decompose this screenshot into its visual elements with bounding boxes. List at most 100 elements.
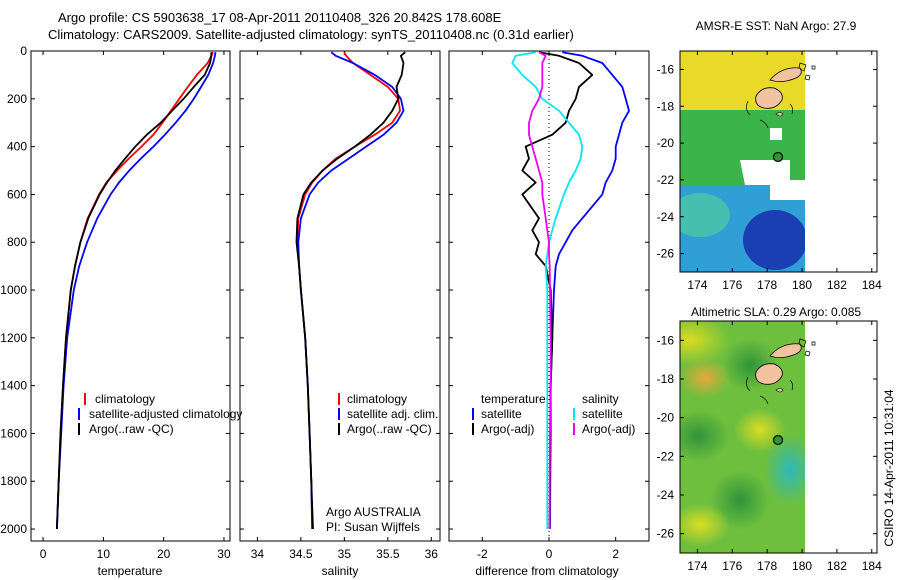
reef-outline — [746, 100, 794, 129]
map-y-tick-label: -26 — [657, 527, 675, 541]
sla-map-field — [680, 321, 805, 553]
map-x-tick-label: 178 — [757, 278, 777, 292]
legend-label: Argo(..raw -QC) — [89, 422, 174, 436]
islands-lau — [798, 338, 816, 357]
map-y-tick-label: -16 — [657, 333, 675, 347]
annotation-argo-australia: Argo AUSTRALIA — [326, 505, 421, 519]
map-y-tick-label: -18 — [657, 99, 675, 113]
y-tick-label: 1400 — [0, 379, 27, 393]
sst-land — [746, 62, 816, 129]
sla-yellow-blob — [680, 321, 730, 366]
x-tick-label: 2 — [612, 547, 619, 561]
y-tick-label: 1600 — [0, 426, 27, 440]
salinity-plot-frame — [239, 50, 441, 542]
legend-label: satellite — [481, 407, 522, 421]
temperature-xlabel: temperature — [98, 564, 163, 578]
salinity-plot: 34 34.5 35 35.5 36 — [240, 50, 440, 561]
sla-map-frame — [679, 320, 878, 554]
sla-yellow-blob — [680, 503, 730, 547]
legend-label: climatology — [95, 392, 155, 406]
island-small — [775, 112, 784, 117]
legend-group-temperature: temperature — [481, 392, 546, 406]
temperature-plot-frame — [30, 50, 231, 542]
x-tick-label: 34.5 — [289, 547, 313, 561]
sla-dark-blob — [680, 410, 730, 462]
legend-label: Argo(-adj) — [481, 422, 534, 436]
difference-plot: -2 0 2 — [449, 50, 649, 561]
temperature-legend: climatology satellite-adjusted climatolo… — [78, 392, 242, 436]
series-line-salinity-satellite — [511, 51, 584, 529]
reef-outline — [746, 376, 794, 405]
map-y-tick-label: -26 — [657, 247, 675, 261]
legend-label: satellite adj. clim. — [347, 407, 438, 421]
sla-land — [746, 338, 816, 405]
series-line-temperature-satellite — [549, 51, 630, 530]
map-x-tick-label: 174 — [687, 278, 707, 292]
series-line-temperature-argo-adj- — [521, 51, 594, 530]
islands-lau — [798, 62, 816, 81]
legend-label: Argo(-adj) — [582, 422, 635, 436]
sst-missing-cell — [770, 128, 782, 140]
map-y-tick-label: -16 — [657, 62, 675, 76]
x-tick-label: 10 — [97, 547, 111, 561]
sla-orange-blob — [680, 358, 731, 398]
series-line-argo-raw-qc- — [56, 52, 213, 530]
map-x-tick-label: 182 — [827, 278, 847, 292]
island-small — [775, 388, 784, 393]
map-y-tick-label: -22 — [657, 449, 675, 463]
sst-map-axes: 174 176 178 180 182 184 -16 -18 -20 -22 -24 -26 — [657, 51, 882, 292]
salinity-xlabel: salinity — [322, 564, 359, 578]
series-line-argo-raw-qc- — [295, 51, 406, 530]
map-y-tick-label: -24 — [657, 210, 675, 224]
map-x-tick-label: 184 — [862, 559, 882, 573]
series-line-satellite-adjusted-climatology — [56, 52, 217, 530]
y-tick-label: 1000 — [0, 283, 27, 297]
x-tick-label: 34 — [251, 547, 265, 561]
annotation-pi: PI: Susan Wijffels — [326, 520, 420, 534]
map-x-tick-label: 174 — [687, 559, 707, 573]
map-y-tick-label: -18 — [657, 372, 675, 386]
figure-title-line2: Climatology: CARS2009. Satellite-adjuste… — [48, 27, 574, 42]
sst-argo-marker — [772, 151, 784, 163]
sst-map-frame — [679, 50, 878, 273]
sla-cyan-blob — [764, 434, 805, 506]
x-tick-label: 35.5 — [376, 547, 400, 561]
island-viti-levu — [755, 87, 783, 109]
salinity-legend: climatology satellite adj. clim. Argo(..… — [326, 392, 438, 534]
map-x-tick-label: 182 — [827, 559, 847, 573]
map-y-tick-label: -22 — [657, 173, 675, 187]
x-tick-label: -2 — [477, 547, 488, 561]
series-line-satellite-adj-clim- — [297, 51, 405, 530]
island-vanua-levu — [769, 67, 802, 82]
series-line-salinity-argo-adj- — [528, 51, 552, 529]
legend-label: Argo(..raw -QC) — [347, 422, 432, 436]
map-y-tick-label: -24 — [657, 488, 675, 502]
map-x-tick-label: 180 — [792, 559, 812, 573]
series-line-climatology — [296, 51, 401, 530]
map-x-tick-label: 184 — [862, 278, 882, 292]
x-tick-label: 35 — [338, 547, 352, 561]
sst-missing-data — [740, 160, 805, 200]
x-tick-label: 30 — [217, 547, 231, 561]
difference-xlabel: difference from climatology — [475, 564, 618, 578]
x-tick-label: 36 — [425, 547, 439, 561]
y-tick-label: 1800 — [0, 474, 27, 488]
sst-map-field — [680, 51, 805, 272]
map-x-tick-label: 176 — [722, 278, 742, 292]
y-tick-label: 1200 — [0, 331, 27, 345]
sla-yellow-blob — [734, 408, 786, 452]
sla-map-title: Altimetric SLA: 0.29 Argo: 0.085 — [691, 305, 861, 319]
y-tick-label: 600 — [7, 187, 27, 201]
timestamp-side-label: CSIRO 14-Apr-2011 10:31:04 — [882, 389, 896, 547]
x-tick-label: 0 — [546, 547, 553, 561]
y-tick-label: 400 — [7, 140, 27, 154]
sst-map-title: AMSR-E SST: NaN Argo: 27.9 — [696, 19, 857, 33]
legend-label: climatology — [347, 392, 407, 406]
map-x-tick-label: 176 — [722, 559, 742, 573]
y-tick-label: 200 — [7, 92, 27, 106]
sst-cold-patch — [743, 210, 805, 270]
difference-legend: temperature salinity satellite Argo(-adj… — [472, 392, 635, 436]
sst-warm-band — [680, 51, 805, 116]
legend-label: satellite-adjusted climatology — [89, 407, 242, 421]
